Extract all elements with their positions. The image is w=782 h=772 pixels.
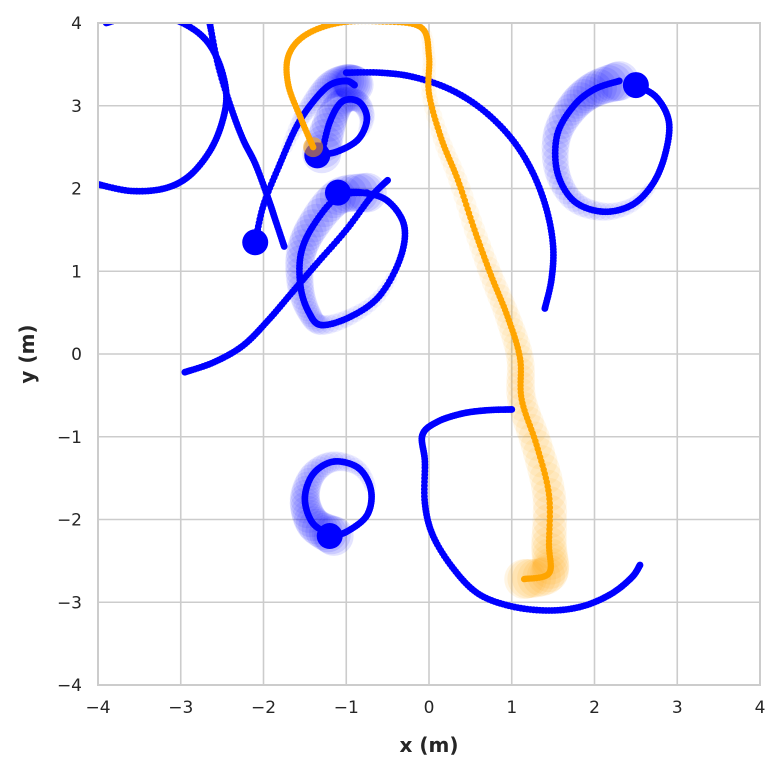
trajectory-series	[98, 11, 673, 614]
agent-point	[136, 11, 143, 18]
agent-marker	[324, 179, 351, 206]
agent-point	[139, 11, 146, 18]
agent-point	[166, 15, 173, 22]
agent-point	[363, 189, 371, 197]
agent-point	[384, 176, 392, 184]
x-tick-label: −4	[85, 698, 110, 718]
ego-point	[520, 575, 528, 583]
x-axis-title: x (m)	[400, 733, 459, 757]
trajectory-halos	[280, 28, 656, 599]
y-tick-label: −2	[57, 511, 82, 531]
agent-marker	[242, 229, 269, 256]
axes-frame	[97, 22, 761, 686]
x-tick-label: 1	[506, 698, 517, 718]
agent-point	[133, 12, 140, 19]
x-tick-label: 0	[424, 698, 435, 718]
agent-point	[351, 81, 358, 89]
agent-point	[142, 11, 149, 18]
agent-point	[636, 561, 644, 569]
agent-point	[144, 11, 151, 18]
x-tick-label: −3	[168, 698, 193, 718]
plot-frame	[97, 22, 761, 686]
y-axis-title: y (m)	[15, 324, 39, 383]
agent-point	[541, 305, 549, 312]
agent-point	[147, 11, 154, 18]
agent-point	[121, 14, 128, 21]
agent-marker	[622, 72, 649, 99]
agent-point	[114, 16, 121, 23]
agent-point	[117, 15, 124, 22]
agent-point	[150, 12, 157, 19]
y-tick-label: −4	[57, 676, 82, 696]
y-tick-label: 3	[71, 97, 82, 117]
agent-point	[177, 23, 184, 26]
y-tick-label: −3	[57, 593, 82, 613]
y-tick-label: 0	[71, 345, 82, 365]
ego-marker	[303, 137, 324, 158]
agent-point	[169, 15, 176, 22]
agent-point	[153, 12, 160, 19]
agent-point	[124, 13, 131, 20]
x-tick-label: −1	[334, 698, 359, 718]
agent-point	[164, 14, 171, 21]
agent-point	[280, 243, 288, 250]
x-tick-label: 2	[589, 698, 600, 718]
agent-marker	[316, 523, 343, 550]
x-tick-label: 3	[672, 698, 683, 718]
agent-point	[161, 13, 168, 20]
ego-point	[546, 508, 554, 516]
agent-point	[158, 13, 165, 20]
ego-point	[546, 504, 554, 511]
y-tick-label: 2	[71, 180, 82, 200]
agent-point	[156, 12, 163, 19]
x-tick-label: 4	[755, 698, 766, 718]
y-tick-label: 1	[71, 262, 82, 282]
agent-point	[130, 12, 137, 19]
agent-point	[615, 77, 623, 85]
agent-point	[127, 13, 134, 20]
tick-labels: −4 −3 −2 −1 0 1 2 3 4 −4 −3 −2 −1 0 1 2 3 4	[57, 14, 765, 718]
x-tick-label: −2	[251, 698, 276, 718]
y-tick-label: 4	[71, 14, 82, 34]
y-tick-label: −1	[57, 428, 82, 448]
